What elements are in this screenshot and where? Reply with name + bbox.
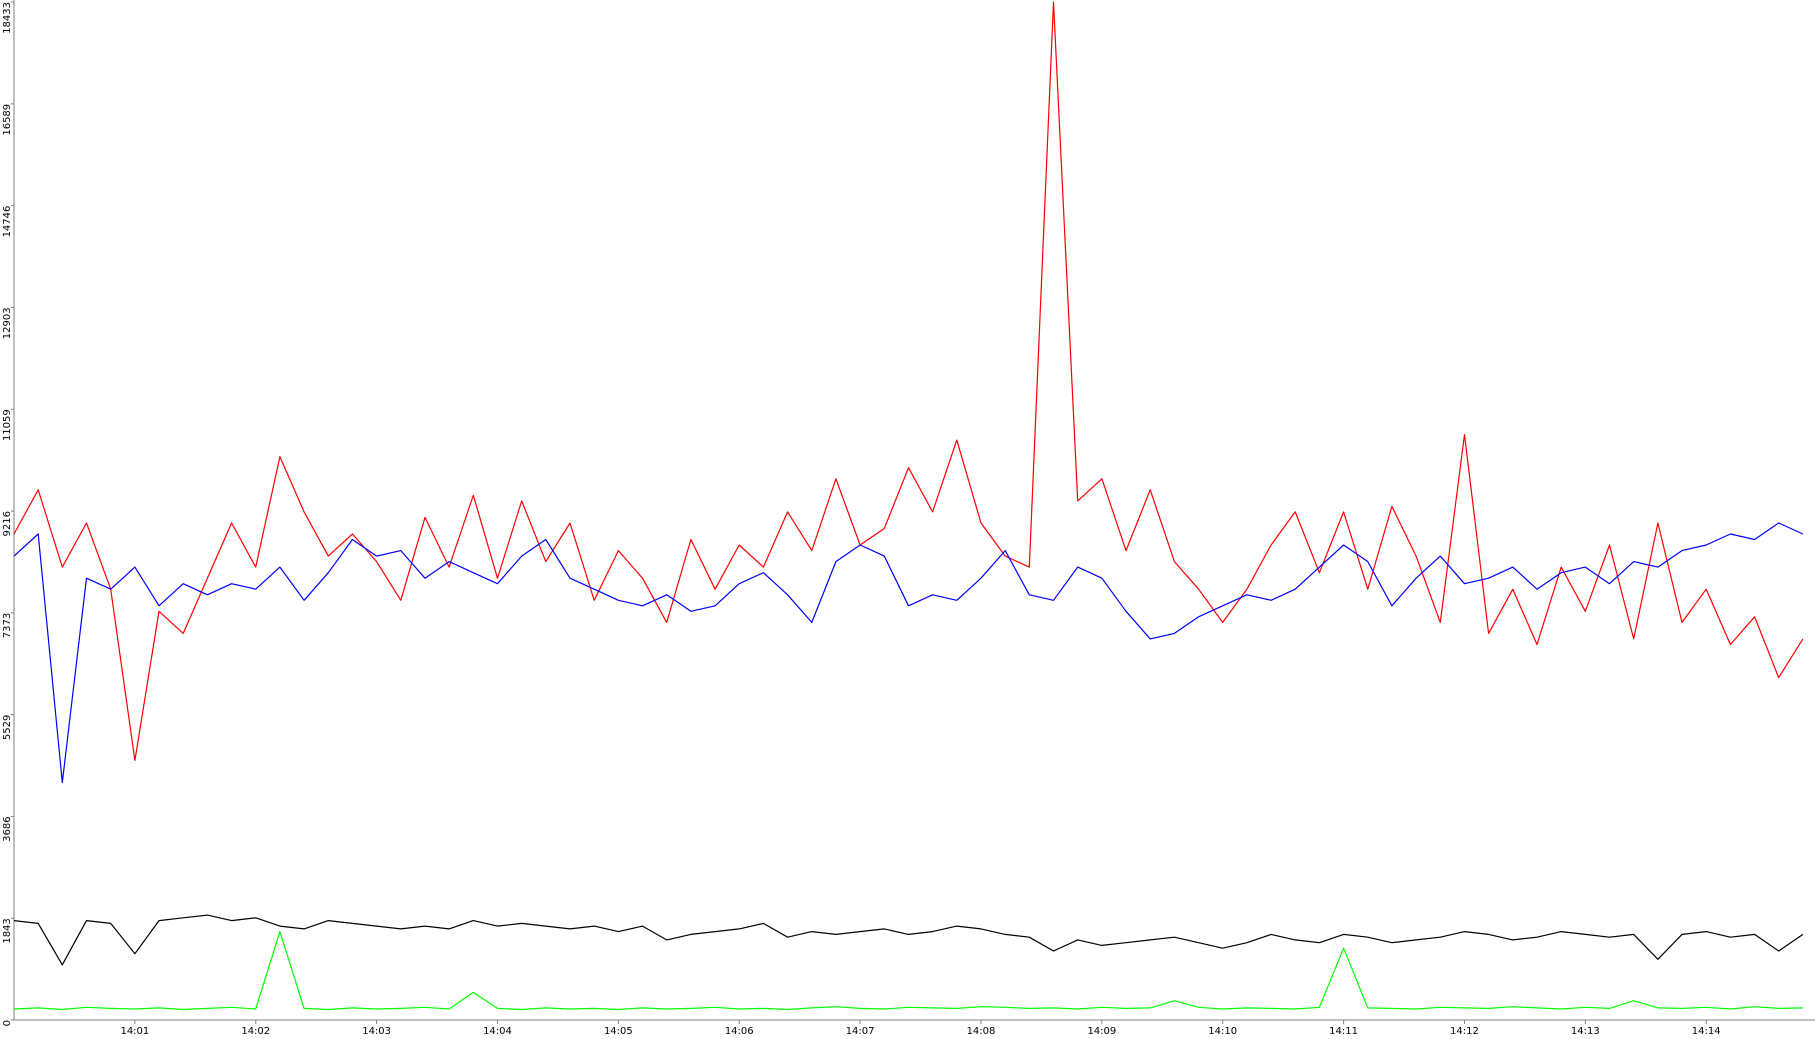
x-tick-label: 14:03 xyxy=(362,1026,391,1037)
x-tick-label: 14:14 xyxy=(1692,1026,1721,1037)
x-tick-label: 14:12 xyxy=(1450,1026,1479,1037)
y-tick-label: 16589 xyxy=(2,104,13,136)
y-tick-label: 3686 xyxy=(2,816,13,841)
y-tick-label: 14746 xyxy=(2,206,13,238)
x-tick-label: 14:02 xyxy=(241,1026,270,1037)
x-tick-label: 14:08 xyxy=(967,1026,996,1037)
x-tick-label: 14:05 xyxy=(604,1026,633,1037)
y-tick-label: 5529 xyxy=(2,715,13,740)
x-tick-label: 14:10 xyxy=(1208,1026,1237,1037)
x-tick-label: 14:09 xyxy=(1087,1026,1116,1037)
y-tick-label: 7373 xyxy=(2,613,13,638)
x-tick-label: 14:04 xyxy=(483,1026,512,1037)
y-tick-label: 12903 xyxy=(2,307,13,339)
series-line xyxy=(13,931,1803,1011)
x-tick-label: 14:13 xyxy=(1571,1026,1600,1037)
y-tick-label: 9216 xyxy=(2,511,13,536)
series-line xyxy=(13,522,1804,784)
y-tick-label: 1843 xyxy=(2,918,13,943)
series-line xyxy=(13,1,1804,761)
y-tick-label: 0 xyxy=(2,1020,13,1026)
x-tick-label: 14:06 xyxy=(725,1026,754,1037)
y-tick-label: 18433 xyxy=(2,2,13,34)
x-tick-label: 14:07 xyxy=(846,1026,875,1037)
x-tick-label: 14:11 xyxy=(1329,1026,1358,1037)
y-tick-label: 11059 xyxy=(2,409,13,441)
series-line xyxy=(13,914,1804,966)
x-tick-label: 14:01 xyxy=(120,1026,149,1037)
